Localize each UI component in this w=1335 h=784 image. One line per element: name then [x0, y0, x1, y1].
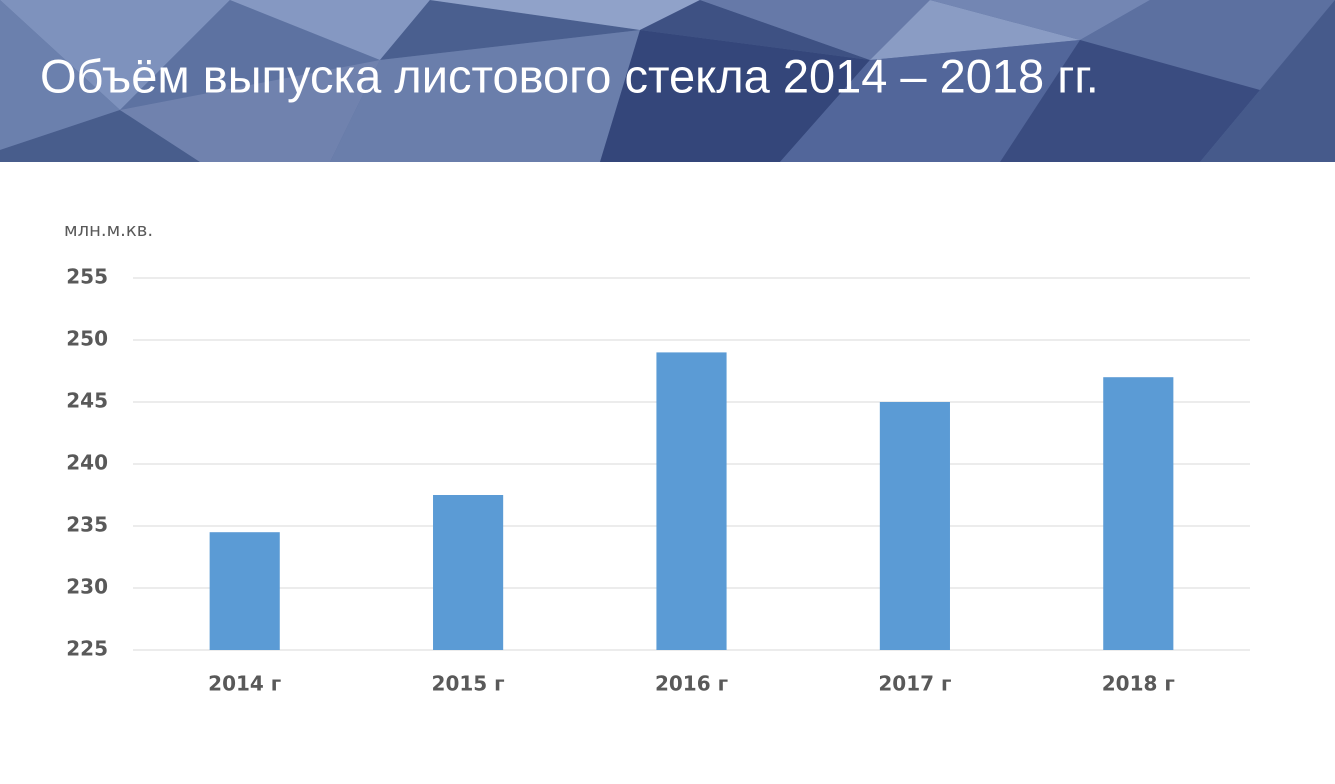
bar — [656, 352, 727, 650]
y-tick-label: 230 — [66, 575, 108, 599]
y-tick-label: 225 — [66, 637, 108, 661]
bar — [209, 532, 280, 650]
x-tick-label: 2017 г — [878, 672, 951, 696]
chart-title: Объём выпуска листового стекла 2014 – 20… — [40, 49, 1099, 102]
bar — [433, 495, 504, 650]
bar — [879, 402, 950, 650]
y-tick-label: 240 — [66, 451, 108, 475]
y-tick-label: 245 — [66, 389, 108, 413]
x-tick-label: 2016 г — [655, 672, 728, 696]
x-tick-label: 2018 г — [1102, 672, 1175, 696]
y-axis-label: млн.м.кв. — [64, 220, 153, 241]
bar — [1103, 377, 1174, 650]
x-tick-label: 2015 г — [432, 672, 505, 696]
y-tick-label: 250 — [66, 327, 108, 351]
x-tick-label: 2014 г — [208, 672, 281, 696]
header-banner — [0, 0, 1335, 162]
y-tick-label: 255 — [66, 265, 108, 289]
y-tick-label: 235 — [66, 513, 108, 537]
